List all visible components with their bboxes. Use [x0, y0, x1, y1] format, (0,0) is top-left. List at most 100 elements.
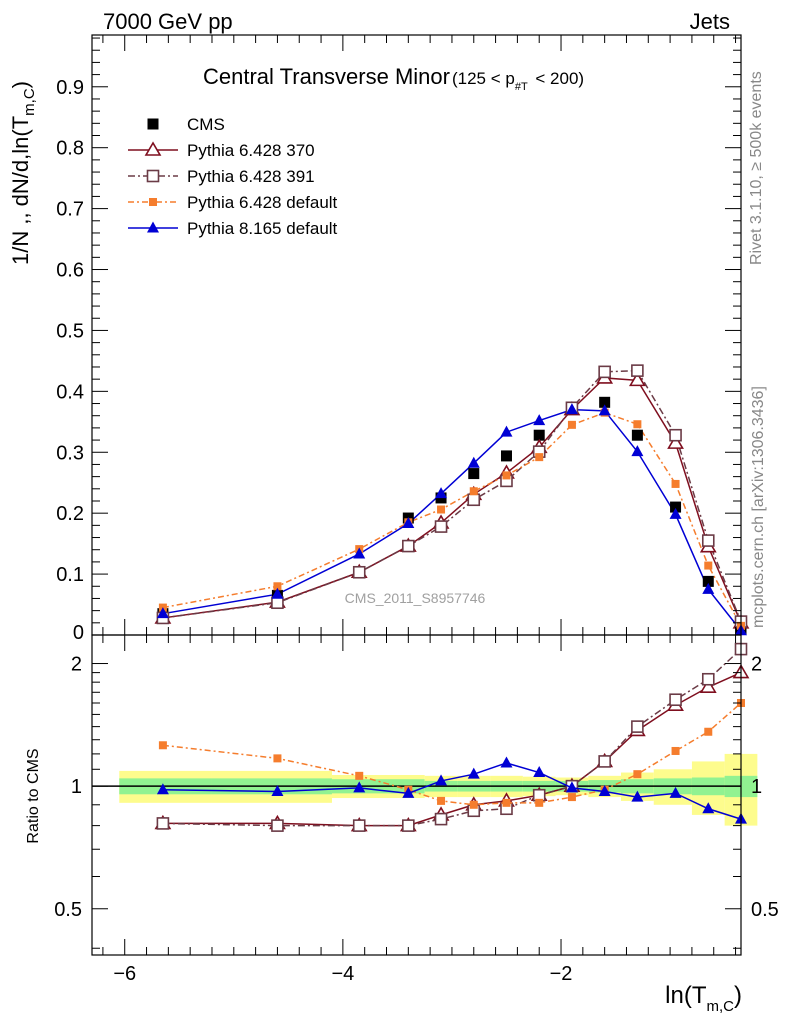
data-point	[156, 607, 169, 619]
data-point	[565, 403, 578, 415]
legend-marker	[147, 118, 159, 130]
data-point	[402, 517, 415, 529]
data-point	[599, 396, 611, 408]
analysis-watermark: CMS_2011_S8957746	[345, 590, 486, 606]
series-line	[162, 377, 742, 624]
ratio-point	[353, 781, 366, 793]
y-tick-label: 0.6	[56, 260, 84, 282]
header-left-label: 7000 GeV pp	[103, 9, 233, 34]
legend-marker	[149, 198, 157, 206]
ratio-point	[704, 727, 713, 736]
ratio-point	[156, 817, 170, 830]
rivet-version-label: Rivet 3.1.10, ≥ 500k events	[748, 71, 765, 265]
data-point	[352, 565, 366, 579]
legend-label: Pythia 6.428 default	[187, 193, 338, 212]
data-point	[628, 371, 646, 387]
y-tick-label: 0.7	[56, 199, 84, 221]
ratio-point	[156, 783, 169, 795]
mcplots-label: mcplots.cern.ch [arXiv:1306.3436]	[750, 386, 767, 628]
data-point	[667, 434, 684, 449]
data-point	[631, 364, 644, 377]
ratio-point	[469, 800, 478, 809]
y-tick-label: 0.5	[56, 320, 84, 342]
data-point	[669, 428, 682, 442]
upper-y-axis-label: 1/N ,, dN/d,ln(Tm,C)	[8, 81, 38, 265]
data-point	[670, 501, 682, 513]
ratio-point	[699, 678, 717, 693]
data-point	[701, 534, 715, 547]
ratio-y-tick-label: 0.5	[54, 899, 82, 921]
ratio-series-line	[162, 648, 742, 827]
ratio-y-axis-label: Ratio to CMS	[25, 748, 42, 843]
data-point	[567, 420, 576, 429]
ratio-point	[434, 812, 448, 826]
ratio-point	[535, 798, 544, 807]
ratio-y-tick-label: 2	[71, 654, 82, 676]
header-right-label: Jets	[690, 9, 730, 34]
data-point	[469, 487, 478, 496]
ratio-y-tick-label-right: 0.5	[751, 899, 779, 921]
ratio-y-tick-label-right: 1	[751, 776, 762, 798]
data-point	[631, 429, 643, 441]
legend-label: Pythia 6.428 391	[187, 167, 315, 186]
ratio-y-tick-label: 1	[71, 776, 82, 798]
ratio-series-line	[162, 702, 742, 806]
ratio-plot-frame	[91, 634, 742, 956]
ratio-point	[669, 693, 682, 707]
ratio-point	[671, 746, 680, 755]
data-point	[533, 429, 545, 441]
data-point	[467, 456, 480, 468]
series-line	[162, 408, 742, 632]
ratio-point	[402, 786, 415, 798]
ratio-point	[533, 766, 546, 778]
ratio-y-tick-label-right: 2	[751, 654, 762, 676]
ratio-point	[352, 819, 366, 832]
data-point	[598, 404, 611, 416]
legend-marker	[147, 221, 159, 233]
axes-group: 0.1 0.2 0.3 0.4 0.5 0.6 0.7 0.8 0.9 0 −6 −4 −2 0.5 0.5…	[54, 34, 779, 985]
upper-series-group	[154, 364, 750, 636]
data-point	[598, 365, 611, 379]
data-point	[702, 582, 715, 594]
data-point	[273, 582, 282, 591]
ratio-point	[402, 819, 415, 832]
ratio-point	[567, 793, 576, 802]
data-point	[468, 468, 480, 480]
ratio-point	[435, 774, 448, 786]
ratio-point	[467, 767, 480, 779]
data-point	[467, 493, 481, 507]
legend-label: Pythia 8.165 default	[187, 219, 338, 238]
data-point	[271, 596, 284, 610]
y-tick-label: 0.1	[56, 564, 84, 586]
ratio-point	[701, 672, 715, 686]
ratio-point	[355, 771, 364, 780]
x-tick-label: −2	[550, 963, 573, 985]
legend-marker	[146, 169, 160, 183]
legend: CMS Pythia 6.428 370 Pythia 6.428 391 Pythi…	[128, 115, 338, 238]
data-point	[533, 414, 546, 426]
chart-title: Central Transverse Minor (125 < p#T < 200…	[203, 64, 584, 93]
ratio-point	[598, 785, 611, 797]
data-point	[271, 587, 284, 599]
data-point	[671, 479, 680, 488]
data-point	[402, 539, 415, 553]
y-tick-label: 0.8	[56, 138, 84, 160]
data-point	[434, 520, 448, 533]
y-tick-label: 0.9	[56, 77, 84, 99]
legend-marker	[144, 141, 162, 156]
data-point	[702, 575, 714, 587]
series-line	[162, 411, 742, 627]
ratio-point	[669, 786, 682, 798]
ratio-series-group	[154, 642, 750, 832]
ratio-point	[633, 770, 642, 779]
ratio-point	[500, 756, 513, 768]
data-point	[631, 445, 644, 457]
x-tick-label: −4	[331, 963, 354, 985]
series-line	[162, 369, 742, 622]
data-point	[435, 487, 448, 499]
ratio-series-line	[162, 762, 742, 820]
x-tick-label: −6	[113, 963, 136, 985]
ratio-point	[631, 720, 644, 733]
y-tick-label-zero: 0	[73, 622, 84, 644]
